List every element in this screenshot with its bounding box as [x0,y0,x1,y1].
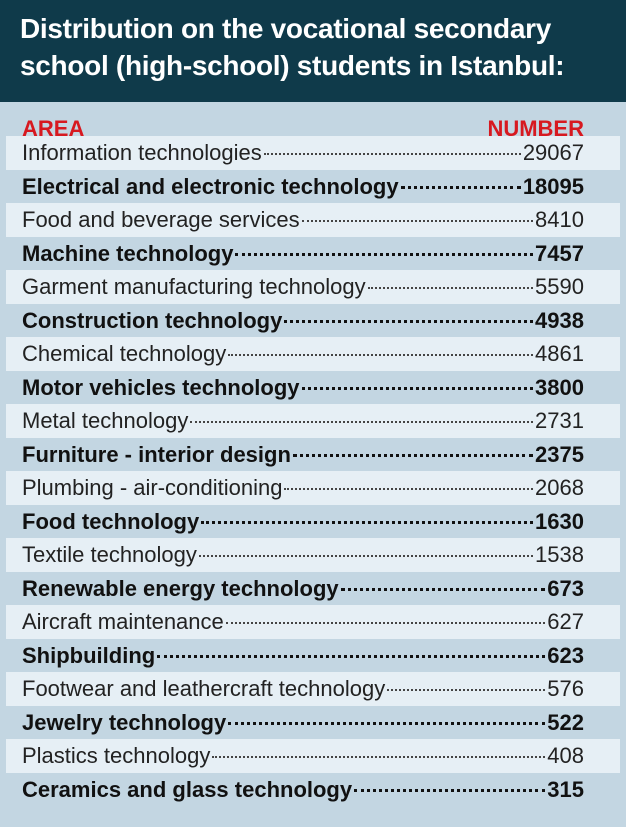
dot-leader [228,354,534,356]
area-label: Chemical technology [22,341,227,366]
area-label: Renewable energy technology [22,575,339,601]
number: 2068 [535,475,584,500]
dot-leader [367,287,534,289]
table-row: Chemical technology 4861 [6,337,620,371]
table-row: Metal technology 2731 [6,404,620,438]
column-headers: AREA NUMBER [0,102,626,141]
table-row: Food and beverage services 8410 [6,203,620,237]
area-label: Garment manufacturing technology [22,274,366,299]
number: 1538 [535,542,584,567]
dot-leader [212,756,546,758]
table-row: Food technology 1630 [6,505,620,539]
number: 673 [547,575,584,601]
dot-leader [400,185,521,189]
area-label: Footwear and leathercraft technology [22,676,386,701]
dot-leader [157,654,546,658]
area-label: Food and beverage services [22,207,300,232]
dot-leader [387,689,546,691]
area-label: Electrical and electronic technology [22,173,399,199]
area-label: Plastics technology [22,743,211,768]
header: Distribution on the vocational secondary… [0,0,626,102]
number: 1630 [535,508,584,534]
number: 4938 [535,307,584,333]
number: 2731 [535,408,584,433]
dot-leader [201,520,534,524]
number: 315 [547,776,584,802]
dot-leader [190,421,534,423]
number: 2375 [535,441,584,467]
number: 623 [547,642,584,668]
number: 576 [547,676,584,701]
dot-leader [284,488,534,490]
number: 18095 [522,173,584,199]
table-row: Construction technology 4938 [6,304,620,338]
area-label: Ceramics and glass technology [22,776,353,802]
area-label: Plumbing - air-conditioning [22,475,283,500]
table-row: Footwear and leathercraft technology 576 [6,672,620,706]
area-label: Food technology [22,508,200,534]
dot-leader [354,788,546,792]
area-label: Information technologies [22,140,262,165]
dot-leader [284,319,534,323]
number: 4861 [535,341,584,366]
area-label: Construction technology [22,307,283,333]
table-row: Jewelry technology 522 [6,706,620,740]
dot-leader [340,587,546,591]
number: 522 [547,709,584,735]
area-label: Textile technology [22,542,197,567]
dot-leader [198,555,534,557]
table-row: Plastics technology 408 [6,739,620,773]
table-row: Ceramics and glass technology 315 [6,773,620,807]
title-line: school (high-school) students in Istanbu… [20,50,565,81]
column-header: AREA [22,116,85,141]
dot-leader [301,220,534,222]
dot-leader [228,721,546,725]
area-label: Motor vehicles technology [22,374,300,400]
number: 408 [547,743,584,768]
dot-leader [235,252,534,256]
table-body: Information technologies 29067 Electrical … [0,136,626,806]
table-row: Plumbing - air-conditioning 2068 [6,471,620,505]
number: 5590 [535,274,584,299]
table-row: Motor vehicles technology 3800 [6,371,620,405]
table-row: Renewable energy technology 673 [6,572,620,606]
area-label: Aircraft maintenance [22,609,224,634]
table-row: Shipbuilding 623 [6,639,620,673]
area-label: Shipbuilding [22,642,156,668]
area-label: Furniture - interior design [22,441,291,467]
title-line: Distribution on the vocational secondary [20,13,551,44]
number: 627 [547,609,584,634]
number: 7457 [535,240,584,266]
table-row: Machine technology 7457 [6,237,620,271]
dot-leader [301,386,534,390]
table-row: Textile technology 1538 [6,538,620,572]
table-row: Information technologies 29067 [6,136,620,170]
table-row: Garment manufacturing technology 5590 [6,270,620,304]
column-header: NUMBER [487,116,584,141]
area-label: Metal technology [22,408,189,433]
table-row: Electrical and electronic technology 1809… [6,170,620,204]
dot-leader [263,153,521,155]
number: 3800 [535,374,584,400]
dot-leader [225,622,546,624]
dot-leader [292,453,534,457]
number: 8410 [535,207,584,232]
area-label: Jewelry technology [22,709,227,735]
number: 29067 [522,140,584,165]
table-row: Aircraft maintenance 627 [6,605,620,639]
table-row: Furniture - interior design 2375 [6,438,620,472]
area-label: Machine technology [22,240,234,266]
